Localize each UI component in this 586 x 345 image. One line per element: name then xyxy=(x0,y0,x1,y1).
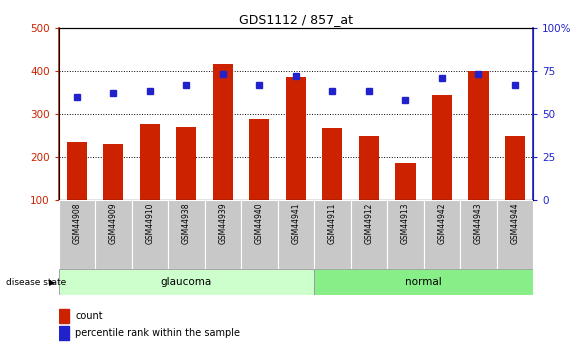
Bar xyxy=(387,200,424,269)
Text: glaucoma: glaucoma xyxy=(161,277,212,287)
Bar xyxy=(424,200,460,269)
Text: ▶: ▶ xyxy=(49,277,56,287)
Bar xyxy=(278,200,314,269)
Text: GSM44909: GSM44909 xyxy=(109,202,118,244)
Text: GSM44910: GSM44910 xyxy=(145,202,154,244)
Bar xyxy=(350,200,387,269)
Title: GDS1112 / 857_at: GDS1112 / 857_at xyxy=(239,13,353,27)
Text: disease state: disease state xyxy=(6,277,66,287)
Text: percentile rank within the sample: percentile rank within the sample xyxy=(75,328,240,338)
Bar xyxy=(505,136,525,200)
Text: GSM44938: GSM44938 xyxy=(182,202,191,244)
Bar xyxy=(59,269,314,295)
Text: GSM44912: GSM44912 xyxy=(364,202,373,244)
Text: GSM44913: GSM44913 xyxy=(401,202,410,244)
Text: GSM44939: GSM44939 xyxy=(219,202,227,244)
Bar xyxy=(314,200,350,269)
Text: GSM44940: GSM44940 xyxy=(255,202,264,244)
Bar xyxy=(497,200,533,269)
Text: normal: normal xyxy=(406,277,442,287)
Text: GSM44944: GSM44944 xyxy=(510,202,520,244)
Bar xyxy=(250,119,270,200)
Bar xyxy=(103,144,124,200)
Bar xyxy=(460,200,497,269)
Bar xyxy=(241,200,278,269)
Bar xyxy=(59,309,69,323)
Bar xyxy=(314,269,533,295)
Bar xyxy=(322,128,342,200)
Text: GSM44943: GSM44943 xyxy=(474,202,483,244)
Bar xyxy=(132,200,168,269)
Text: GSM44941: GSM44941 xyxy=(291,202,301,244)
Text: count: count xyxy=(75,311,103,321)
Bar xyxy=(286,77,306,200)
Bar xyxy=(205,200,241,269)
Bar xyxy=(59,326,69,340)
Bar xyxy=(176,127,196,200)
Bar xyxy=(140,124,160,200)
Text: GSM44942: GSM44942 xyxy=(438,202,447,244)
Bar xyxy=(59,200,95,269)
Bar xyxy=(359,136,379,200)
Bar xyxy=(396,164,415,200)
Text: GSM44911: GSM44911 xyxy=(328,202,337,244)
Bar xyxy=(95,200,132,269)
Bar xyxy=(213,64,233,200)
Bar xyxy=(468,71,489,200)
Bar xyxy=(67,142,87,200)
Bar xyxy=(432,95,452,200)
Bar xyxy=(168,200,205,269)
Text: GSM44908: GSM44908 xyxy=(72,202,81,244)
